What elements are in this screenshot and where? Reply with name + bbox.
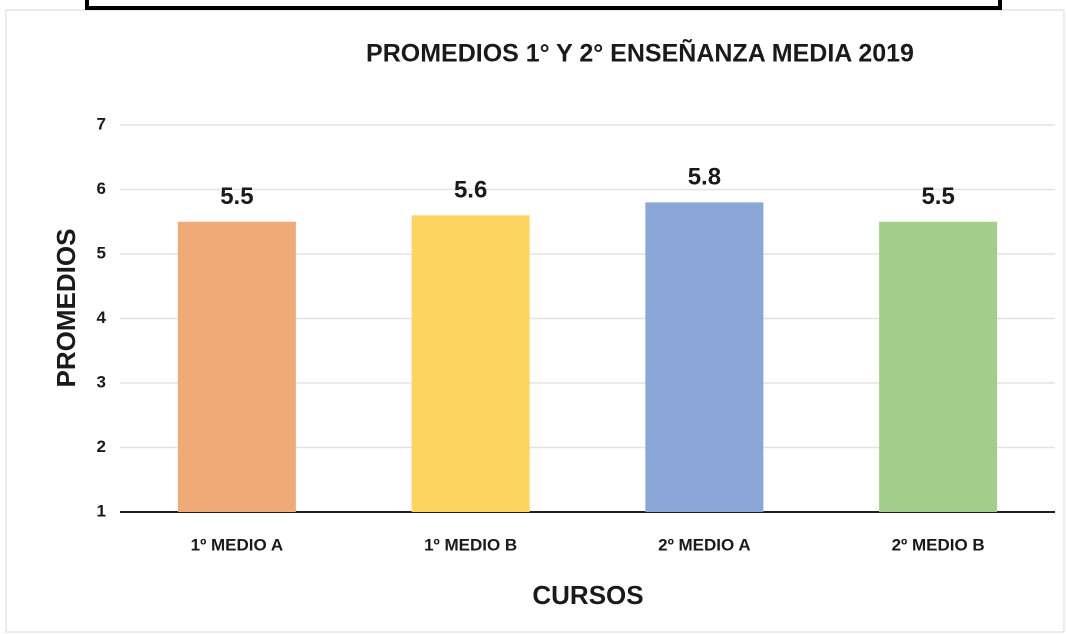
bar [879, 221, 998, 512]
x-tick-label: 2º MEDIO B [892, 535, 985, 554]
y-tick-label: 1 [97, 501, 106, 520]
y-tick-label: 4 [97, 308, 107, 327]
value-label: 5.5 [921, 183, 954, 210]
bar [411, 215, 530, 513]
top-frame [85, 0, 1002, 10]
x-tick-label: 2º MEDIO A [658, 535, 750, 554]
bar [177, 221, 296, 512]
value-label: 5.8 [688, 164, 721, 191]
x-tick-label: 1º MEDIO B [424, 535, 517, 554]
y-tick-label: 3 [97, 372, 106, 391]
y-tick-label: 5 [97, 243, 106, 262]
value-label: 5.5 [220, 183, 253, 210]
y-tick-label: 6 [97, 179, 106, 198]
bar [645, 202, 764, 512]
y-tick-label: 2 [97, 437, 106, 456]
value-label: 5.6 [454, 177, 487, 204]
y-tick-label: 7 [97, 114, 106, 133]
y-axis-label: PROMEDIOS [51, 229, 81, 388]
chart-title: PROMEDIOS 1° Y 2° ENSEÑANZA MEDIA 2019 [366, 38, 914, 68]
x-tick-label: 1º MEDIO A [191, 535, 283, 554]
x-axis-label: CURSOS [532, 580, 643, 610]
